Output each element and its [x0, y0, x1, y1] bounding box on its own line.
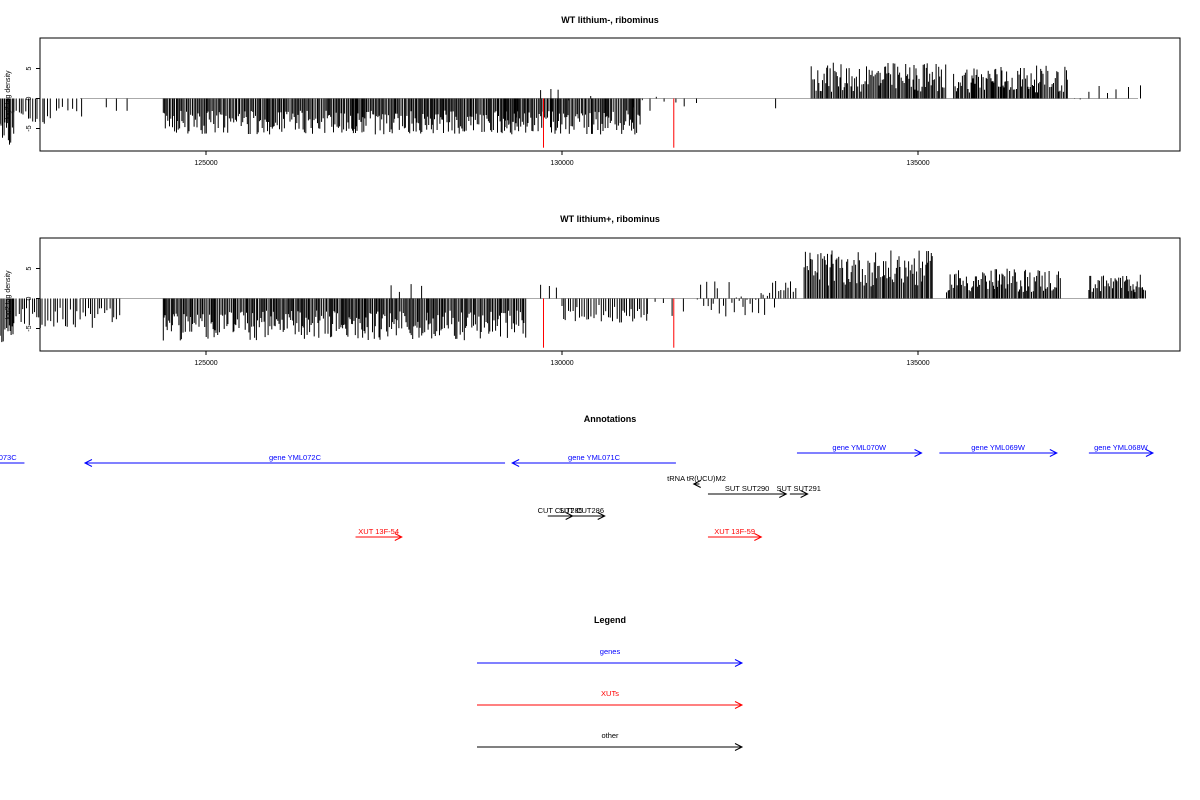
arrowhead [734, 743, 744, 751]
x-tick-label: 125000 [194, 160, 217, 167]
feature-label: tRNA tR(UCU)M2 [667, 474, 726, 483]
signal-bars [0, 250, 1146, 348]
x-tick-label: 130000 [550, 360, 573, 367]
feature-label: gene YML070W [832, 443, 887, 452]
x-tick-label: 135000 [906, 160, 929, 167]
legend: Legend genes XUTs other [477, 615, 744, 751]
plot-frame [39, 237, 1181, 352]
feature-label: gene YML068W [1094, 443, 1149, 452]
annotation-feature: tRNA tR(UCU)M2 [667, 474, 726, 488]
legend-title: Legend [594, 615, 626, 625]
annotation-feature: gene YML068W [1088, 443, 1155, 457]
track-panel-lithium-minus: WT lithium-, ribominus 125000 130000 13500… [0, 15, 1181, 167]
annotation-feature: gene YML069W [939, 443, 1058, 457]
x-tick-label: 135000 [906, 360, 929, 367]
feature-label: CUT CUT285 [538, 506, 583, 515]
feature-label: gene YML069W [971, 443, 1026, 452]
arrowhead [800, 490, 809, 498]
annotation-feature: SUT SUT290 [707, 484, 788, 498]
arrowhead [692, 480, 701, 488]
legend-entry: XUTs [477, 689, 744, 709]
feature-label: XUT 13F-59 [714, 527, 755, 536]
feature-label: gene YML073C [0, 453, 17, 462]
y-tick-label: 0 [26, 296, 33, 300]
feature-label: SUT SUT291 [777, 484, 821, 493]
axes: 125000 130000 135000 -5 0 5 [26, 66, 930, 167]
arrowhead [734, 659, 744, 667]
arrowhead [511, 459, 520, 467]
signal-bars [0, 62, 1141, 148]
annotation-feature: SUT SUT291 [777, 484, 821, 498]
arrowhead [734, 701, 744, 709]
feature-label: XUT 13F-54 [358, 527, 399, 536]
arrowhead [779, 490, 788, 498]
annotation-feature: XUT 13F-54 [355, 527, 403, 541]
annotations-title: Annotations [584, 414, 637, 424]
legend-entries: genes XUTs other [477, 647, 744, 751]
arrowhead [394, 533, 403, 541]
arrowhead [1145, 449, 1155, 457]
annotation-feature: gene YML072C [83, 453, 506, 467]
feature-label: SUT SUT290 [725, 484, 769, 493]
y-tick-label: 5 [26, 266, 33, 270]
feature-list: gene YML073C gene YML072C gene YML071C gene… [0, 443, 1155, 541]
arrowhead [597, 512, 606, 520]
feature-label: gene YML071C [568, 453, 621, 462]
feature-label: SUT CUT286 [559, 506, 604, 515]
legend-label: other [601, 731, 619, 740]
legend-label: XUTs [601, 689, 619, 698]
track-panel-lithium-plus: WT lithium+, ribominus 125000 130000 13500… [0, 214, 1181, 367]
arrowhead [1049, 449, 1058, 457]
y-axis-label: log2 tag density [5, 70, 12, 120]
annotation-feature: gene YML070W [796, 443, 923, 457]
plot-frame [39, 37, 1181, 152]
legend-entry: genes [477, 647, 744, 667]
y-tick-label: 0 [26, 96, 33, 100]
legend-label: genes [600, 647, 621, 656]
feature-label: gene YML072C [269, 453, 322, 462]
x-tick-label: 130000 [550, 160, 573, 167]
legend-entry: other [477, 731, 744, 751]
y-tick-label: -5 [26, 325, 33, 331]
arrowhead [83, 459, 93, 467]
annotation-feature: gene YML073C [0, 453, 25, 464]
annotation-feature: gene YML071C [511, 453, 676, 467]
x-tick-label: 125000 [194, 360, 217, 367]
arrowhead [754, 533, 763, 541]
arrowhead [914, 449, 923, 457]
annotation-feature: SUT CUT286 [558, 506, 606, 520]
annotation-track: Annotations gene YML073Cgene YML072Cgene… [0, 414, 1155, 541]
annotation-feature: XUT 13F-59 [707, 527, 763, 541]
panel-title: WT lithium+, ribominus [560, 214, 660, 224]
y-axis-label: log2 tag density [5, 270, 12, 320]
panel-title: WT lithium-, ribominus [561, 15, 659, 25]
y-tick-label: -5 [26, 125, 33, 131]
axes: 125000 130000 135000 -5 0 5 [26, 266, 930, 367]
y-tick-label: 5 [26, 66, 33, 70]
